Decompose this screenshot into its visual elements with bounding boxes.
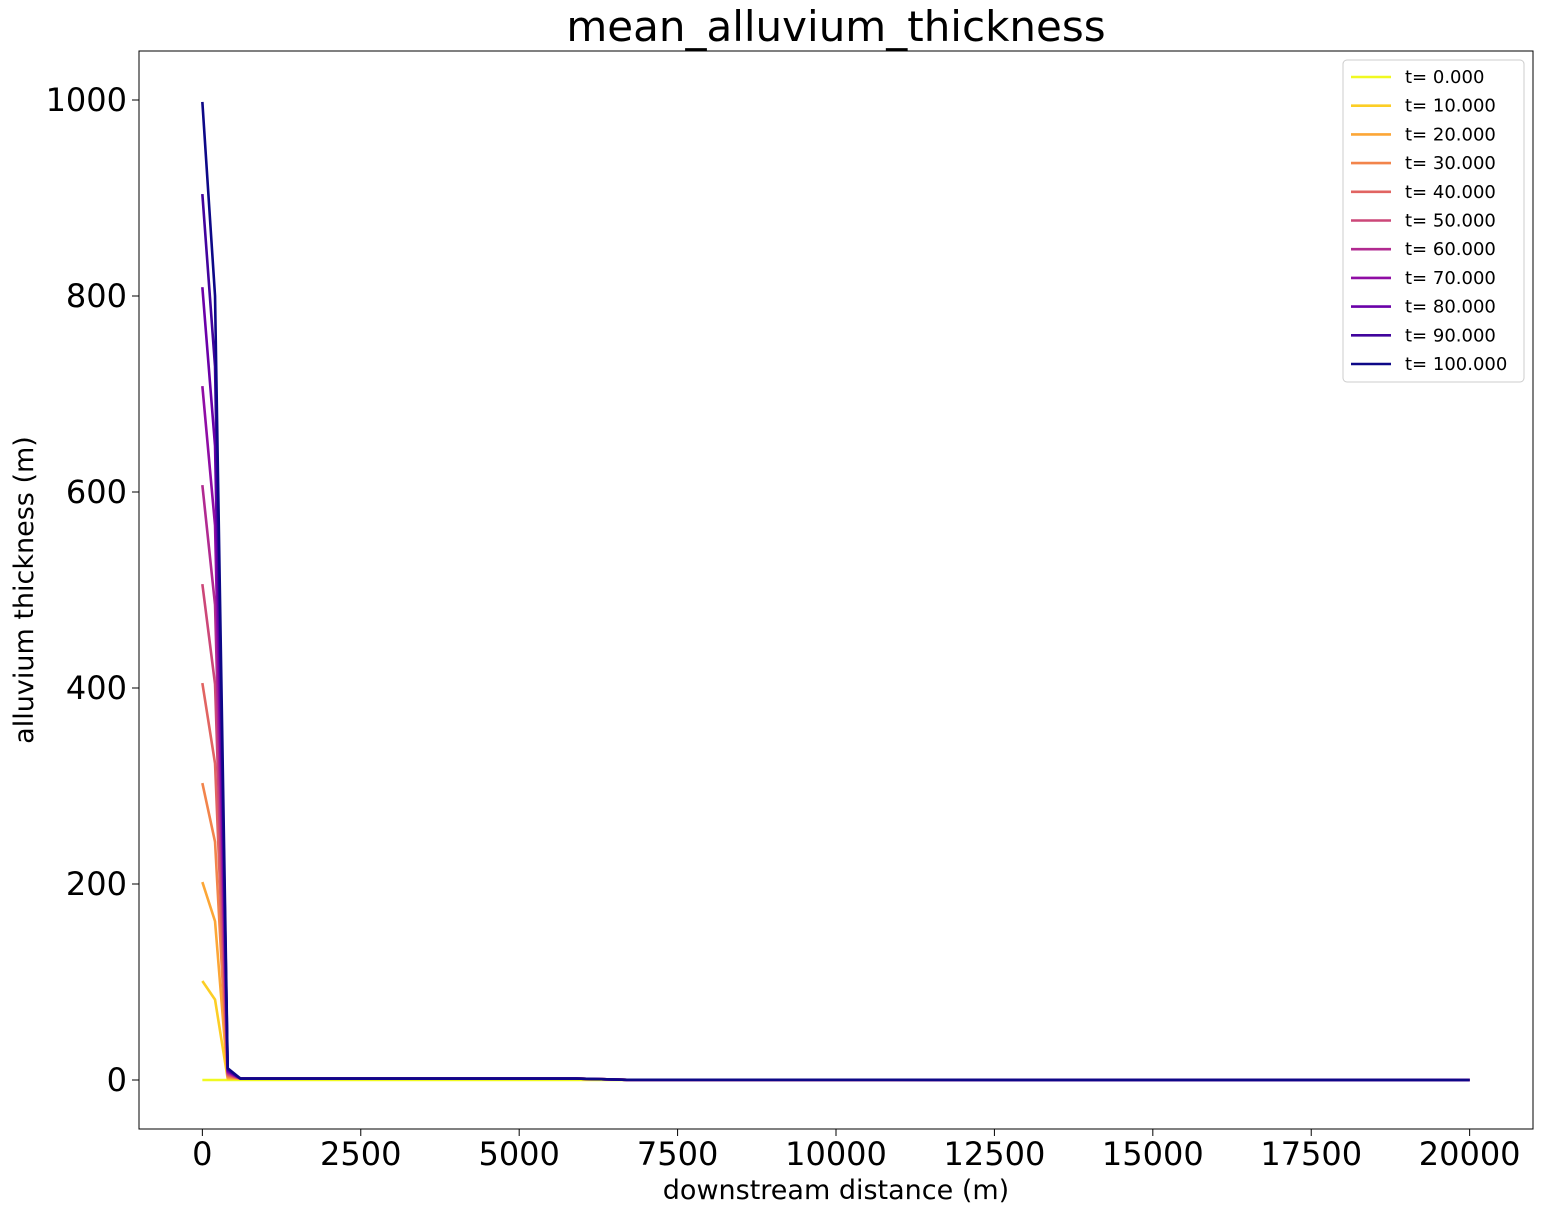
y-tick-label: 600: [66, 473, 127, 511]
legend-label-t-100-000: t= 100.000: [1405, 354, 1507, 375]
legend-box: [1342, 59, 1525, 383]
x-tick-label: 10000: [785, 1135, 887, 1173]
x-tick-label: 7500: [637, 1135, 718, 1173]
legend-label-t-40-000: t= 40.000: [1405, 182, 1496, 203]
y-axis-label: alluvium thickness (m): [9, 436, 40, 744]
y-tick-label: 400: [66, 669, 127, 707]
legend-label-t-20-000: t= 20.000: [1405, 124, 1496, 145]
y-tick-label: 1000: [46, 81, 127, 119]
legend-items: t= 0.000 t= 10.000 t= 20.000 t= 30.000 t= 40…: [1351, 67, 1507, 375]
series-line-t-100-000: [201, 101, 1470, 1082]
x-tick-label: 0: [192, 1135, 212, 1173]
y-tick-label: 0: [107, 1061, 127, 1099]
x-tick-label: 5000: [478, 1135, 559, 1173]
legend-label-t-90-000: t= 90.000: [1405, 325, 1496, 346]
chart-title: mean_alluvium_thickness: [566, 2, 1105, 51]
x-tick-label: 17500: [1260, 1135, 1362, 1173]
x-tick-label: 15000: [1102, 1135, 1204, 1173]
x-tick-label: 20000: [1419, 1135, 1521, 1173]
x-tick-label: 12500: [944, 1135, 1046, 1173]
y-axis-ticks: 0 200 400 600 800 1000: [46, 81, 139, 1099]
legend: t= 0.000 t= 10.000 t= 20.000 t= 30.000 t= 40…: [1342, 59, 1525, 383]
legend-label-t-30-000: t= 30.000: [1405, 153, 1496, 174]
x-axis-ticks: 0 2500 5000 7500 10000 12500 15000 17500 20000: [192, 1129, 1521, 1173]
legend-label-t-60-000: t= 60.000: [1405, 239, 1496, 260]
legend-label-t-0-000: t= 0.000: [1405, 67, 1484, 88]
legend-label-t-70-000: t= 70.000: [1405, 268, 1496, 289]
y-tick-label: 800: [66, 277, 127, 315]
plot-lines: [201, 101, 1470, 1082]
y-tick-label: 200: [66, 865, 127, 903]
x-tick-label: 2500: [320, 1135, 401, 1173]
x-axis-label: downstream distance (m): [663, 1175, 1009, 1206]
legend-label-t-10-000: t= 10.000: [1405, 96, 1496, 117]
legend-label-t-50-000: t= 50.000: [1405, 211, 1496, 232]
legend-label-t-80-000: t= 80.000: [1405, 297, 1496, 318]
